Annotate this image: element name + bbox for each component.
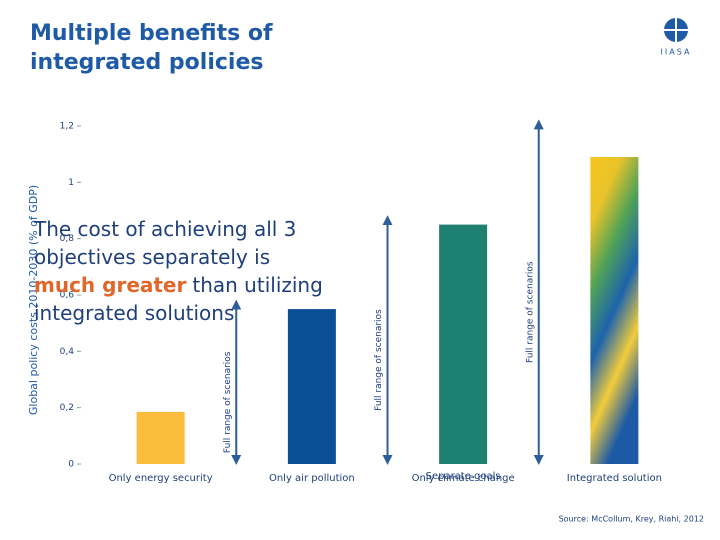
annotation-line: objectives separately is	[34, 245, 270, 269]
y-tick-label: 0,6	[60, 291, 75, 301]
annotation-text: The cost of achieving all 3 objectives se…	[33, 217, 296, 269]
annotation-line: than utilizing	[192, 273, 322, 297]
bar	[439, 224, 488, 464]
range-label: Full range of scenarios	[525, 261, 535, 363]
x-tick-label: Integrated solution	[567, 473, 662, 484]
group-label: Separate goals	[426, 471, 501, 482]
logo-text: IIASA	[661, 48, 692, 57]
annotation-line: The cost of achieving all 3	[33, 217, 296, 241]
annotation: much greater	[34, 273, 187, 297]
source: Source: McCollum, Krey, Riahi, 2012	[559, 515, 704, 524]
bar	[590, 156, 639, 464]
annotation-line: integrated solutions	[34, 301, 234, 325]
bar	[136, 411, 185, 464]
y-tick-label: 0	[68, 460, 74, 470]
title-line: integrated policies	[30, 50, 263, 75]
plot: 1,2 1 0,8 0,6 0,4 0,2 0 Only energy security Onl…	[60, 119, 662, 484]
x-tick-label: Only climate change	[412, 473, 515, 484]
x-tick-label: Only energy security	[109, 473, 213, 484]
annotation-text: than utilizing integrated solutions	[34, 273, 323, 325]
y-tick-label: 0,4	[60, 347, 75, 357]
logo: IIASA	[661, 18, 692, 57]
x-tick-label: Only air pollution	[269, 473, 355, 484]
y-tick-label: 1,2	[60, 122, 74, 132]
bar	[287, 309, 336, 464]
y-tick-label: 0,8	[60, 234, 75, 244]
annotation-highlight: much greater	[34, 273, 187, 297]
y-tick-label: 1	[68, 178, 74, 188]
y-axis-label: Global policy costs 2010-2030 (% of GDP)	[27, 185, 40, 415]
range-label: Full range of scenarios	[223, 351, 233, 453]
title-line: Multiple benefits of	[30, 21, 273, 46]
y-tick-label: 0,2	[60, 403, 74, 413]
range-label: Full range of scenarios	[374, 309, 384, 411]
